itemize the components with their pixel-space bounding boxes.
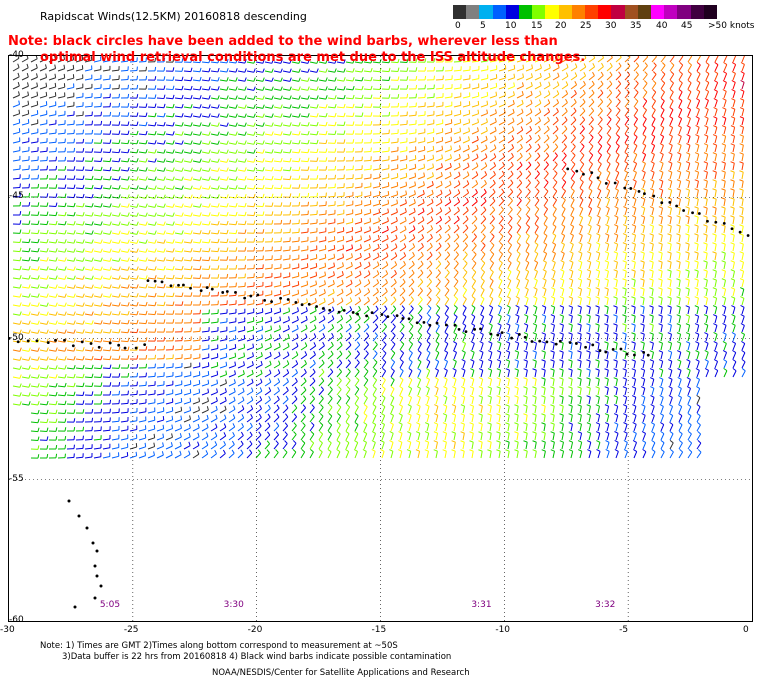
legend-swatch: [677, 5, 691, 19]
pass-time-label: 3:32: [595, 600, 616, 610]
longitude-label: -20: [247, 625, 263, 635]
legend-label: 10: [505, 21, 517, 31]
legend-swatch: [703, 5, 718, 19]
legend-label: >50 knots: [708, 21, 755, 31]
wind-barbs: [12, 56, 746, 459]
latitude-label: -55: [9, 473, 24, 484]
map-title: Rapidscat Winds(12.5KM) 20160818 descend…: [40, 10, 307, 23]
longitude-label: -10: [495, 625, 511, 635]
legend-swatch: [545, 5, 559, 19]
contamination-note-line2: optimal wind retrieval conditions are me…: [40, 50, 586, 65]
longitude-label: -25: [123, 625, 139, 635]
legend-swatch: [519, 5, 533, 19]
legend-swatch: [505, 5, 520, 19]
legend-swatch: [585, 5, 599, 19]
footer-notes-line1: Note: 1) Times are GMT 2)Times along bot…: [40, 641, 398, 651]
latitude-label: -60: [9, 615, 24, 625]
legend-swatch: [651, 5, 665, 19]
legend-swatch: [479, 5, 493, 19]
legend-swatch: [598, 5, 612, 19]
legend-label: 15: [531, 21, 543, 31]
legend-swatch: [624, 5, 638, 19]
legend-swatch: [571, 5, 586, 19]
legend-label: 5: [480, 21, 486, 31]
legend-swatch: [690, 5, 704, 19]
legend-swatch: [532, 5, 546, 19]
latitude-label: -50: [9, 332, 24, 343]
longitude-label: -15: [371, 625, 387, 635]
longitude-label: -30: [0, 625, 15, 635]
pass-time-label: 3:30: [223, 600, 244, 610]
legend-swatch: [558, 5, 572, 19]
legend-swatch: [466, 5, 480, 19]
longitude-label: -5: [619, 625, 629, 635]
legend-label: 0: [455, 21, 461, 31]
legend-label: 30: [605, 21, 617, 31]
footer-notes-line2: 3)Data buffer is 22 hrs from 20160818 4)…: [62, 652, 452, 662]
latitude-label: -45: [9, 191, 24, 202]
legend-label: 40: [656, 21, 668, 31]
wind-barb-field: [9, 56, 752, 621]
legend-swatch: [664, 5, 678, 19]
contamination-note-line1: Note: black circles have been added to t…: [8, 34, 558, 49]
graticule: [9, 56, 752, 621]
legend-swatch: [611, 5, 625, 19]
wind-speed-legend-labels: 0 5 10 15 20 25 30 35 40 45 >50 knots: [453, 21, 755, 35]
legend-swatch: [637, 5, 652, 19]
longitude-label: 0: [743, 625, 749, 635]
legend-label: 45: [681, 21, 693, 31]
contamination-circles: [9, 167, 750, 609]
wind-map: [8, 55, 753, 622]
pass-time-label: 3:31: [471, 600, 492, 610]
legend-label: 35: [630, 21, 642, 31]
pass-time-label: 5:05: [99, 600, 121, 610]
legend-swatch: [453, 5, 467, 19]
legend-label: 20: [555, 21, 567, 31]
legend-swatch: [492, 5, 506, 19]
latitude-label: -40: [9, 50, 24, 60]
wind-speed-legend: [453, 5, 718, 19]
footer-credit: NOAA/NESDIS/Center for Satellite Applica…: [212, 668, 470, 678]
legend-label: 25: [580, 21, 592, 31]
